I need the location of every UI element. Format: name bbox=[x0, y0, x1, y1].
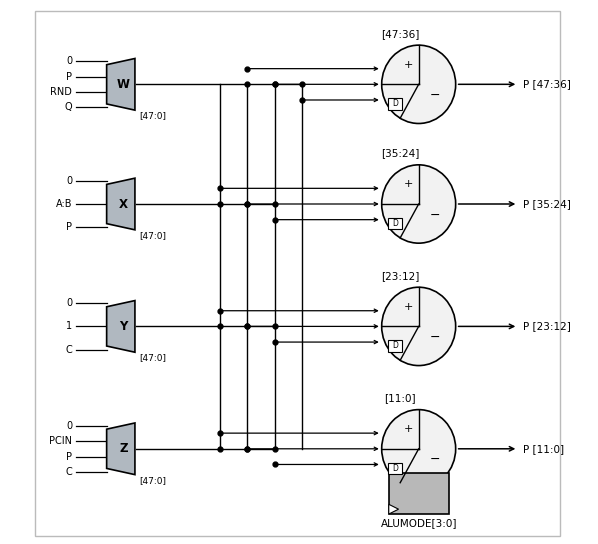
Text: [47:36]: [47:36] bbox=[381, 29, 419, 39]
Polygon shape bbox=[106, 59, 135, 110]
Text: −: − bbox=[430, 208, 441, 221]
Text: P: P bbox=[66, 452, 72, 461]
Text: [23:12]: [23:12] bbox=[381, 271, 419, 281]
Text: 0: 0 bbox=[66, 176, 72, 186]
Text: P [47:36]: P [47:36] bbox=[523, 79, 570, 89]
Text: 1: 1 bbox=[66, 322, 72, 331]
Text: X: X bbox=[119, 197, 128, 211]
FancyBboxPatch shape bbox=[35, 11, 560, 536]
Text: [47:0]: [47:0] bbox=[139, 112, 167, 120]
Text: ALUMODE[3:0]: ALUMODE[3:0] bbox=[380, 518, 457, 528]
Text: P: P bbox=[66, 222, 72, 232]
Text: P: P bbox=[66, 72, 72, 82]
Text: [47:0]: [47:0] bbox=[139, 354, 167, 362]
Text: D: D bbox=[392, 100, 398, 108]
Text: RND: RND bbox=[50, 87, 72, 97]
Text: W: W bbox=[117, 78, 130, 91]
Text: [47:0]: [47:0] bbox=[139, 231, 167, 240]
Text: P [35:24]: P [35:24] bbox=[523, 199, 570, 209]
Ellipse shape bbox=[382, 287, 456, 366]
Text: Q: Q bbox=[65, 102, 72, 113]
Bar bbox=[388, 218, 402, 230]
Text: +: + bbox=[404, 60, 413, 70]
Text: D: D bbox=[392, 464, 398, 473]
Ellipse shape bbox=[382, 410, 456, 488]
Text: A:B: A:B bbox=[56, 199, 72, 209]
Text: −: − bbox=[430, 331, 441, 344]
Polygon shape bbox=[389, 504, 398, 514]
Text: PCIN: PCIN bbox=[49, 436, 72, 446]
Ellipse shape bbox=[382, 165, 456, 243]
Text: +: + bbox=[404, 180, 413, 189]
Text: [11:0]: [11:0] bbox=[385, 393, 416, 403]
Text: C: C bbox=[65, 467, 72, 477]
Text: +: + bbox=[404, 302, 413, 312]
Polygon shape bbox=[106, 300, 135, 353]
Text: 0: 0 bbox=[66, 298, 72, 308]
Bar bbox=[388, 98, 402, 110]
Text: [47:0]: [47:0] bbox=[139, 476, 167, 485]
Text: 0: 0 bbox=[66, 421, 72, 431]
Bar bbox=[388, 462, 402, 474]
Text: 0: 0 bbox=[66, 56, 72, 66]
Text: P [23:12]: P [23:12] bbox=[523, 322, 570, 331]
Text: −: − bbox=[430, 89, 441, 102]
Text: P [11:0]: P [11:0] bbox=[523, 444, 564, 454]
Polygon shape bbox=[106, 178, 135, 230]
Text: [35:24]: [35:24] bbox=[381, 149, 419, 158]
Polygon shape bbox=[106, 423, 135, 474]
Text: C: C bbox=[65, 344, 72, 355]
Text: Y: Y bbox=[119, 320, 127, 333]
Bar bbox=[389, 473, 448, 514]
Text: D: D bbox=[392, 342, 398, 350]
Text: +: + bbox=[404, 424, 413, 434]
Bar bbox=[388, 340, 402, 352]
Text: −: − bbox=[430, 453, 441, 466]
Text: Z: Z bbox=[119, 442, 127, 455]
Ellipse shape bbox=[382, 45, 456, 123]
Text: D: D bbox=[392, 219, 398, 228]
